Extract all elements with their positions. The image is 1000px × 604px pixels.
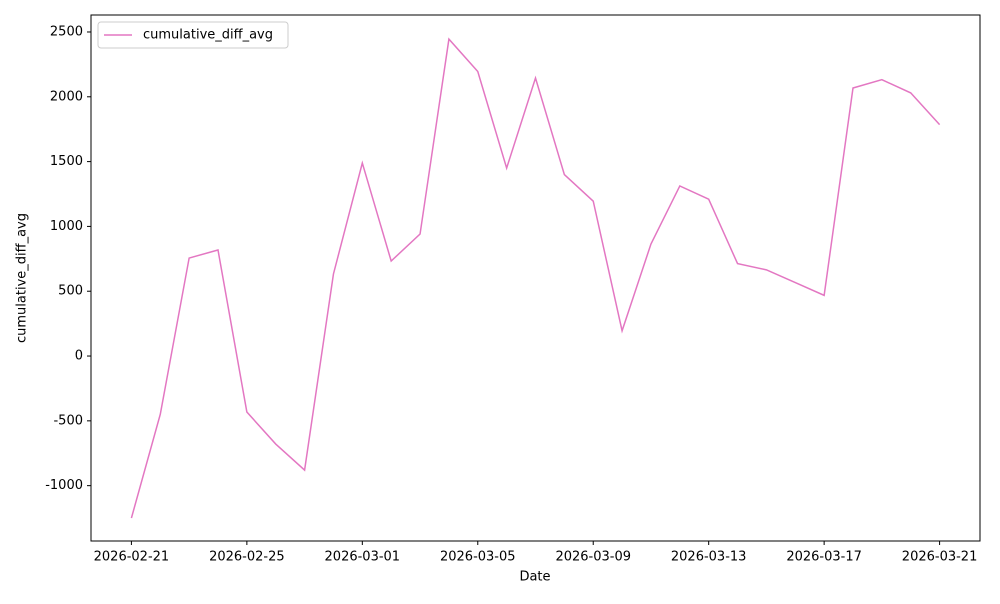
y-tick-label: 1000 <box>50 219 83 234</box>
x-tick-label: 2026-03-05 <box>440 550 516 565</box>
y-tick-label: 500 <box>58 284 83 299</box>
y-tick-label: 0 <box>75 349 83 364</box>
y-tick-label: 1500 <box>50 154 83 169</box>
y-tick-label: 2000 <box>50 89 83 104</box>
x-tick-label: 2026-03-01 <box>325 550 401 565</box>
y-tick-label: -1000 <box>45 478 83 493</box>
legend-label: cumulative_diff_avg <box>143 28 273 43</box>
x-tick-label: 2026-02-21 <box>94 550 170 565</box>
data-line <box>130 37 941 519</box>
x-tick-label: 2026-02-25 <box>209 550 285 565</box>
y-tick-label: -500 <box>53 413 83 428</box>
x-axis-label: Date <box>519 570 550 585</box>
x-tick-label: 2026-03-17 <box>786 550 862 565</box>
y-axis-label: cumulative_diff_avg <box>15 213 30 343</box>
axes-frame <box>90 14 981 542</box>
x-tick-label: 2026-03-09 <box>555 550 631 565</box>
x-tick-label: 2026-03-21 <box>902 550 978 565</box>
legend-box <box>97 21 289 49</box>
x-tick-label: 2026-03-13 <box>671 550 747 565</box>
y-tick-label: 2500 <box>50 24 83 39</box>
